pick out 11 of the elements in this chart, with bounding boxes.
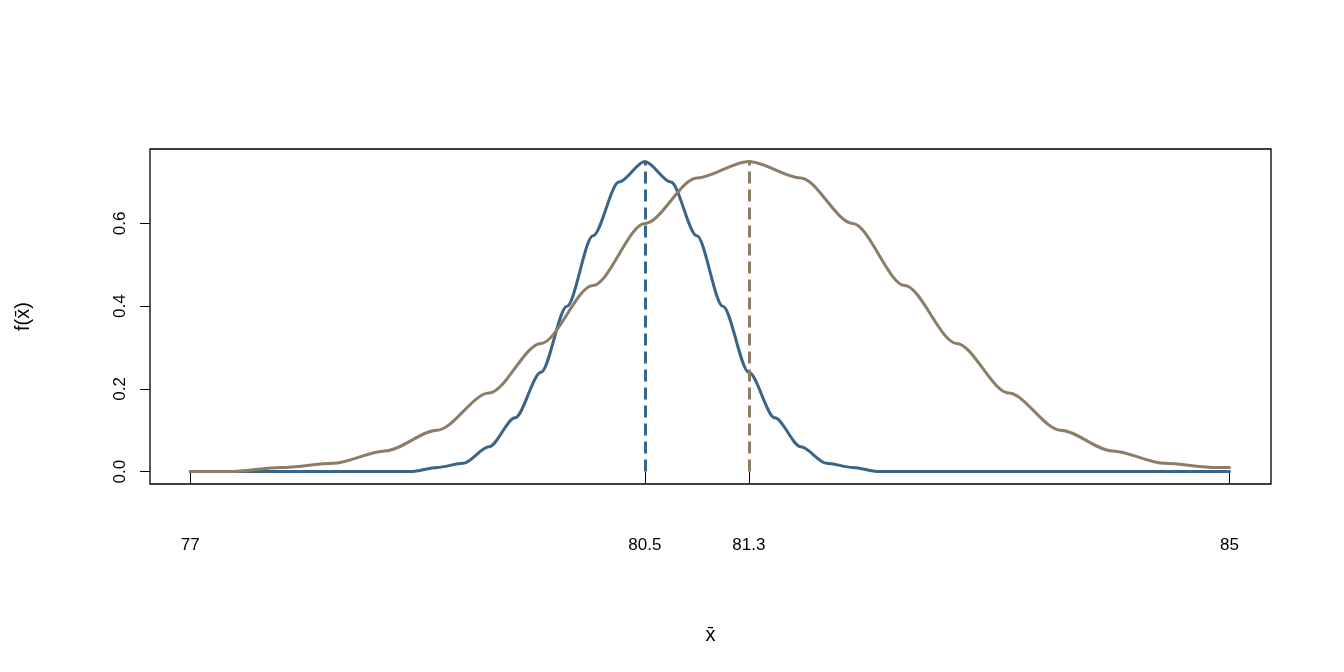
x-tick-label: 85 [1219,535,1239,554]
line-series [188,159,1231,474]
x-tick-label: 81.3 [732,535,766,554]
x-tick-label: 80.5 [628,535,662,554]
y-axis-title: f(x̄) [11,302,33,331]
x-tick-label: 77 [180,535,200,554]
x-axis-title: x̄ [705,623,716,645]
y-tick-label: 0.0 [110,459,129,484]
y-tick-label: 0.2 [110,377,129,401]
y-tick-label: 0.4 [110,294,129,318]
y-tick-label: 0.6 [110,211,129,236]
